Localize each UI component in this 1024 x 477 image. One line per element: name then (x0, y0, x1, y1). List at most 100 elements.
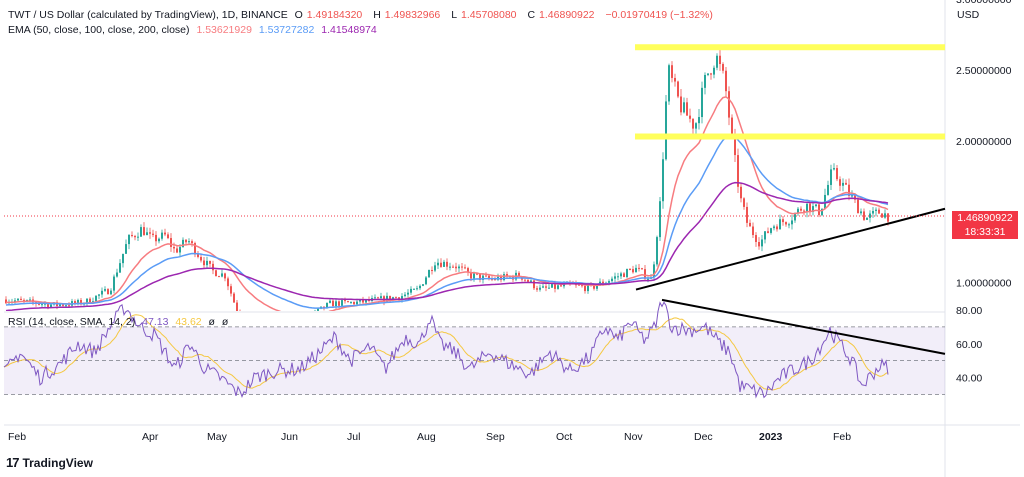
candle-body (377, 297, 379, 299)
candle-body (170, 238, 172, 247)
ohlc-open: O 1.49184320 (294, 9, 363, 21)
candle-body (629, 269, 631, 271)
candle-body (344, 300, 346, 302)
candle-body (683, 102, 685, 113)
candle-body (476, 273, 478, 275)
candle-body (842, 182, 844, 186)
current-price-tag: 1.46890922 18:33:31 (952, 211, 1018, 239)
candle-body (335, 301, 337, 307)
candle-body (791, 220, 793, 225)
candle-body (401, 296, 403, 301)
candle-body (227, 278, 229, 287)
candle-body (524, 279, 526, 281)
candle-body (785, 222, 787, 225)
time-tick-label: Jun (281, 431, 298, 443)
candle-body (68, 305, 70, 307)
candle-body (800, 208, 802, 211)
rsi-line (3, 301, 889, 399)
ema-legend[interactable]: EMA (50, close, 100, close, 200, close) … (8, 24, 381, 36)
candle-body (485, 275, 487, 277)
candle-body (41, 304, 43, 306)
candle-body (347, 301, 349, 303)
candle-body (689, 115, 691, 119)
candle-body (155, 234, 157, 242)
candle-body (653, 264, 655, 278)
candle-body (866, 217, 868, 220)
price-tick-label: 1.00000000 (956, 277, 1012, 289)
time-tick-label: Nov (624, 431, 643, 443)
candle-body (446, 261, 448, 267)
resistance-zone[interactable] (635, 44, 947, 51)
candle-body (530, 280, 532, 282)
candle-body (737, 155, 739, 187)
candle-body (713, 67, 715, 75)
rsi-tick-label: 40.00 (956, 373, 982, 385)
candle-body (536, 288, 538, 290)
tradingview-brand[interactable]: 17 TradingView (6, 455, 93, 470)
candle-body (803, 210, 805, 212)
tradingview-logo-icon: 17 (6, 455, 20, 470)
candle-body (665, 101, 667, 160)
candle-body (449, 266, 451, 268)
candle-body (647, 278, 649, 280)
candle-body (740, 186, 742, 199)
symbol-title[interactable]: TWT / US Dollar (calculated by TradingVi… (8, 9, 288, 21)
candle-body (623, 273, 625, 278)
candle-body (131, 234, 133, 237)
candle-body (17, 298, 19, 301)
candle-body (119, 263, 121, 273)
candle-body (431, 270, 433, 272)
candle-body (548, 287, 550, 289)
candle-body (326, 302, 328, 309)
candle-body (332, 300, 334, 307)
candle-body (884, 213, 886, 218)
ohlc-change: −0.01970419 (−1.32%) (605, 9, 713, 21)
candle-body (410, 288, 412, 293)
candle-body (773, 226, 775, 229)
candle-body (611, 278, 613, 282)
candle-body (560, 285, 562, 287)
candle-body (761, 239, 763, 247)
currency-label: USD (957, 9, 980, 21)
candle-body (350, 301, 352, 303)
candle-body (812, 206, 814, 212)
candle-body (203, 260, 205, 266)
candle-body (734, 134, 736, 156)
candle-body (848, 184, 850, 196)
candle-body (317, 308, 319, 311)
candle-body (881, 213, 883, 218)
candle-body (698, 117, 700, 124)
candle-body (200, 256, 202, 261)
candle-body (23, 299, 25, 301)
candle-body (164, 232, 166, 235)
candle-body (62, 304, 64, 306)
candle-body (821, 208, 823, 216)
candle-body (602, 281, 604, 285)
rsi-legend[interactable]: RSI (14, close, SMA, 14, 2) 47.13 43.62 … (8, 316, 232, 328)
candle-body (725, 70, 727, 92)
ema200-value: 1.41548974 (321, 24, 377, 36)
candle-body (464, 267, 466, 269)
candle-body (359, 299, 361, 302)
candle-body (47, 303, 49, 308)
candle-body (671, 65, 673, 78)
candle-body (206, 260, 208, 266)
candle-body (695, 123, 697, 129)
candle-body (836, 168, 838, 180)
ema50-value: 1.53621929 (196, 24, 252, 36)
candle-body (533, 280, 535, 289)
candle-body (140, 227, 142, 237)
candle-body (845, 182, 847, 185)
price-tick-label: 2.00000000 (956, 136, 1012, 148)
candle-body (65, 305, 67, 307)
candle-body (191, 241, 193, 244)
resistance-zone[interactable] (635, 133, 947, 140)
candle-body (26, 299, 28, 301)
price-tick-label: 2.50000000 (956, 65, 1012, 77)
candle-body (86, 298, 88, 304)
candle-body (176, 248, 178, 253)
candle-body (104, 289, 106, 291)
candle-body (380, 296, 382, 299)
candle-body (614, 276, 616, 279)
